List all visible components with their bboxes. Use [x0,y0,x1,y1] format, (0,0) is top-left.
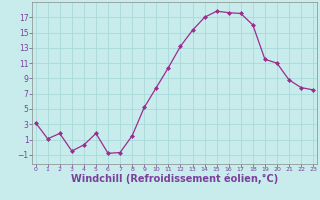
X-axis label: Windchill (Refroidissement éolien,°C): Windchill (Refroidissement éolien,°C) [71,174,278,184]
